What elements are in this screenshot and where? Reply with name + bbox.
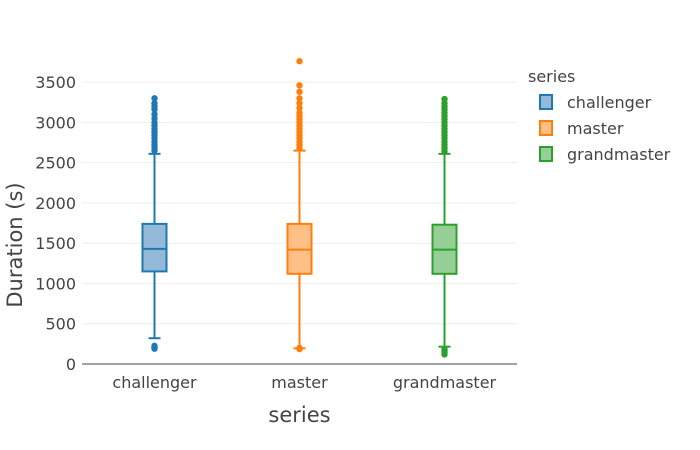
outlier-point [151,342,158,350]
box-traces [141,58,458,358]
y-tick-label: 0 [66,355,76,374]
outlier-point [151,99,158,107]
y-tick-label: 2000 [35,194,76,213]
legend-item-master[interactable]: master [539,119,624,138]
outlier-point [296,109,303,116]
legend-item-challenger[interactable]: challenger [539,93,652,112]
outlier-point [151,111,158,118]
legend-swatch [539,120,553,136]
box-iqr [141,222,168,273]
outlier-point [296,82,303,89]
y-axis-title: Duration (s) [3,182,27,307]
y-tick-label: 1000 [35,274,76,293]
y-tick-label: 2500 [35,154,76,173]
x-tick-label: master [271,373,328,392]
outlier-point [296,99,303,107]
outlier-point [441,95,448,103]
outlier-point [296,88,303,96]
legend-label: challenger [567,93,652,112]
outlier-point [441,345,448,353]
box-trace-grandmaster [431,95,458,358]
outlier-point [296,95,303,102]
x-tick-labels: challenger master grandmaster [112,373,496,392]
y-tick-labels: 0 500 1000 1500 2000 2500 3000 3500 [35,73,76,374]
y-tick-label: 3000 [35,113,76,132]
legend-item-grandmaster[interactable]: grandmaster [539,145,671,164]
legend-swatch [539,94,553,110]
legend-title: series [528,67,575,86]
legend-label: master [567,119,624,138]
x-tick-label: grandmaster [393,373,497,392]
outlier-point [296,58,303,65]
legend-label: grandmaster [567,145,671,164]
legend-swatch [539,146,553,162]
outlier-point [296,104,303,112]
y-tick-label: 3500 [35,73,76,92]
box-trace-master [286,58,313,353]
box-trace-challenger [141,95,168,352]
outlier-point [296,344,303,352]
y-tick-label: 1500 [35,234,76,253]
y-tick-label: 500 [45,315,76,334]
legend[interactable]: series challenger master grandmaster [528,67,671,164]
outlier-point [151,95,158,102]
x-axis-title: series [268,403,330,427]
x-tick-label: challenger [112,373,197,392]
